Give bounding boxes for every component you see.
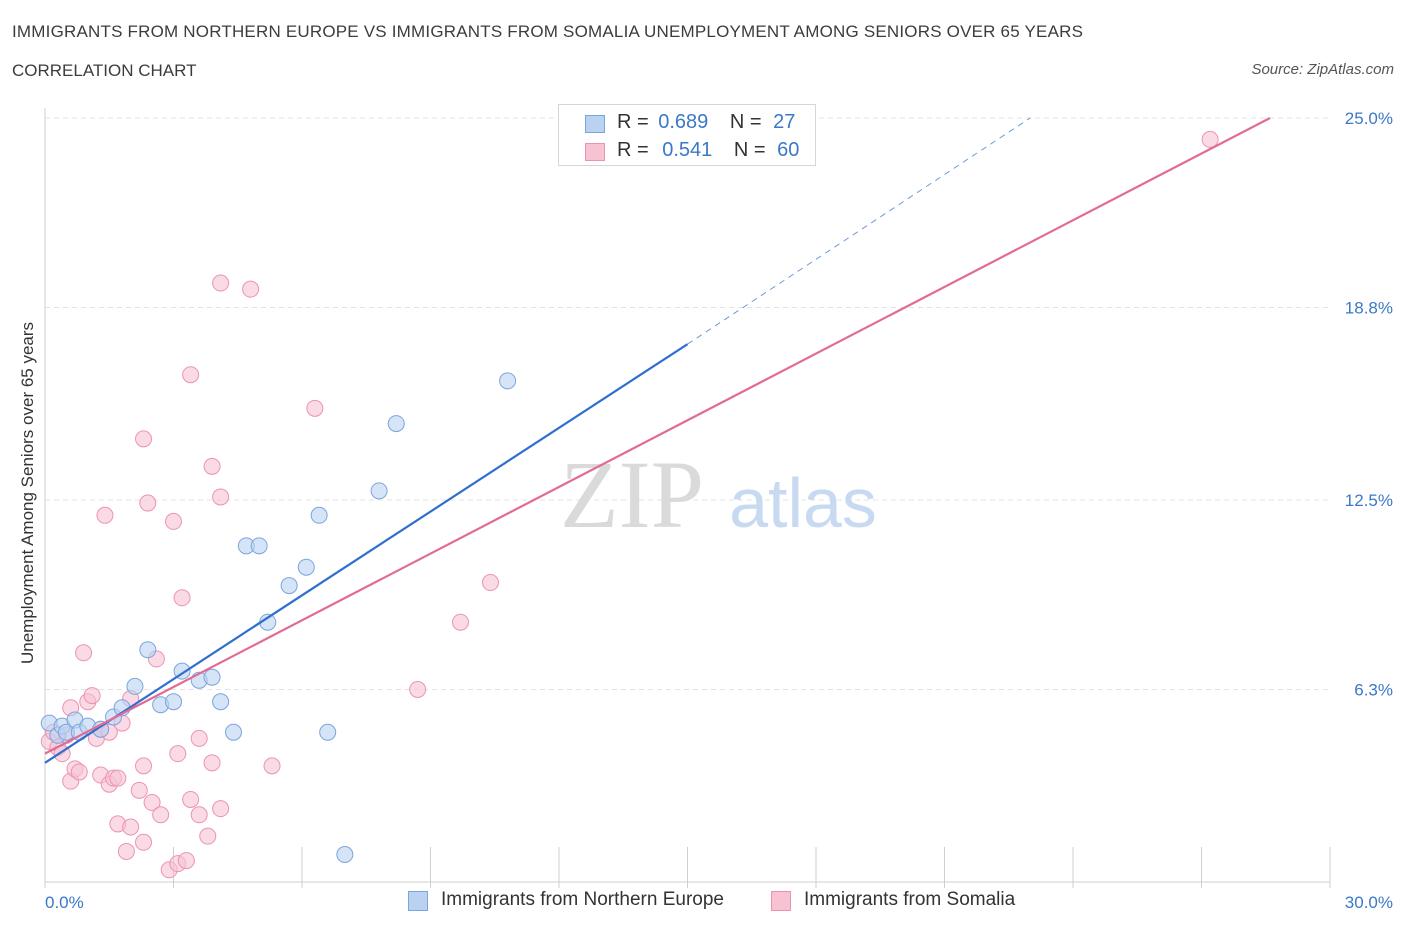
somalia-point (199, 827, 217, 845)
tick-labels: 6.3% 12.5% 18.8% 25.0% 0.0% 30.0% (45, 109, 1393, 912)
northern-europe-point (126, 677, 144, 695)
somalia-point (203, 754, 221, 772)
legend-n-value-somalia: 60 (777, 139, 800, 161)
series-northern-europe-points (40, 372, 517, 863)
y-axis-label: Unemployment Among Seniors over 65 years (18, 321, 37, 665)
somalia-point (451, 613, 469, 631)
legend-n-value-northern-europe: 27 (773, 111, 796, 133)
grid-lines (45, 117, 1330, 690)
watermark-zip: ZIP (560, 441, 704, 548)
legend-r-label: R = (617, 139, 649, 161)
northern-europe-point (387, 415, 405, 433)
trend-line-northern-europe-extension (687, 117, 1031, 345)
somalia-point (152, 806, 170, 824)
somalia-point (212, 800, 230, 818)
trend-lines (44, 117, 1271, 764)
somalia-point (70, 763, 88, 781)
somalia-point (173, 589, 191, 607)
trend-line-somalia (44, 117, 1271, 755)
y-tick-label: 25.0% (1345, 109, 1393, 128)
northern-europe-point (250, 537, 268, 555)
somalia-point (481, 574, 499, 592)
somalia-point (263, 757, 281, 775)
watermark-atlas: atlas (729, 464, 877, 542)
bottom-legend-swatch-somalia (771, 891, 791, 911)
somalia-point (139, 494, 157, 512)
somalia-point (130, 781, 148, 799)
legend-n-label: N = (733, 139, 766, 161)
bottom-legend-label-somalia: Immigrants from Somalia (804, 889, 1016, 910)
somalia-point (135, 757, 153, 775)
somalia-point (135, 833, 153, 851)
trend-line-northern-europe (44, 343, 689, 764)
somalia-point (117, 842, 135, 860)
chart-subtitle: CORRELATION CHART (12, 61, 197, 80)
somalia-point (122, 818, 140, 836)
y-tick-label: 12.5% (1345, 491, 1393, 510)
northern-europe-point (499, 372, 517, 390)
northern-europe-point (165, 693, 182, 711)
somalia-point (306, 399, 324, 417)
somalia-point (203, 457, 221, 475)
somalia-point (190, 806, 208, 824)
northern-europe-point (280, 577, 298, 595)
somalia-point (169, 745, 187, 763)
northern-europe-point (297, 558, 315, 576)
legend-swatch-somalia (585, 143, 605, 161)
northern-europe-point (319, 723, 337, 741)
somalia-point (242, 280, 260, 298)
northern-europe-point (336, 845, 354, 863)
legend-swatch-northern-europe (585, 115, 605, 133)
bottom-legend-label-northern-europe: Immigrants from Northern Europe (441, 889, 724, 910)
somalia-point (96, 506, 114, 524)
legend-r-value-somalia: 0.541 (662, 139, 713, 161)
northern-europe-point (203, 668, 221, 686)
somalia-point (83, 687, 101, 705)
somalia-point (1201, 130, 1219, 148)
x-tick-label: 0.0% (45, 893, 84, 912)
somalia-point (212, 274, 230, 292)
axes (44, 108, 1331, 888)
northern-europe-point (139, 641, 157, 659)
somalia-point (177, 852, 195, 870)
source-credit: Source: ZipAtlas.com (1251, 61, 1394, 78)
somalia-point (165, 512, 182, 530)
legend-r-label: R = (617, 111, 649, 133)
somalia-point (182, 790, 200, 808)
legend-r-value-northern-europe: 0.689 (658, 111, 709, 133)
somalia-point (109, 769, 127, 787)
somalia-point (135, 430, 153, 448)
somalia-point (409, 680, 427, 698)
chart-title: IMMIGRANTS FROM NORTHERN EUROPE VS IMMIG… (12, 22, 1084, 41)
northern-europe-point (224, 723, 242, 741)
somalia-point (190, 729, 208, 747)
somalia-point (143, 794, 161, 812)
x-tick-label: 30.0% (1345, 893, 1393, 912)
northern-europe-point (370, 482, 388, 500)
bottom-legend-swatch-northern-europe (408, 891, 428, 911)
northern-europe-point (212, 693, 230, 711)
legend: R = 0.689 N = 27 R = 0.541 N = 60 (558, 104, 816, 166)
legend-n-label: N = (729, 111, 762, 133)
y-tick-label: 18.8% (1345, 298, 1393, 317)
somalia-point (212, 488, 230, 506)
y-tick-label: 6.3% (1354, 680, 1393, 699)
somalia-point (75, 644, 93, 662)
somalia-point (182, 366, 200, 384)
northern-europe-point (310, 506, 328, 524)
